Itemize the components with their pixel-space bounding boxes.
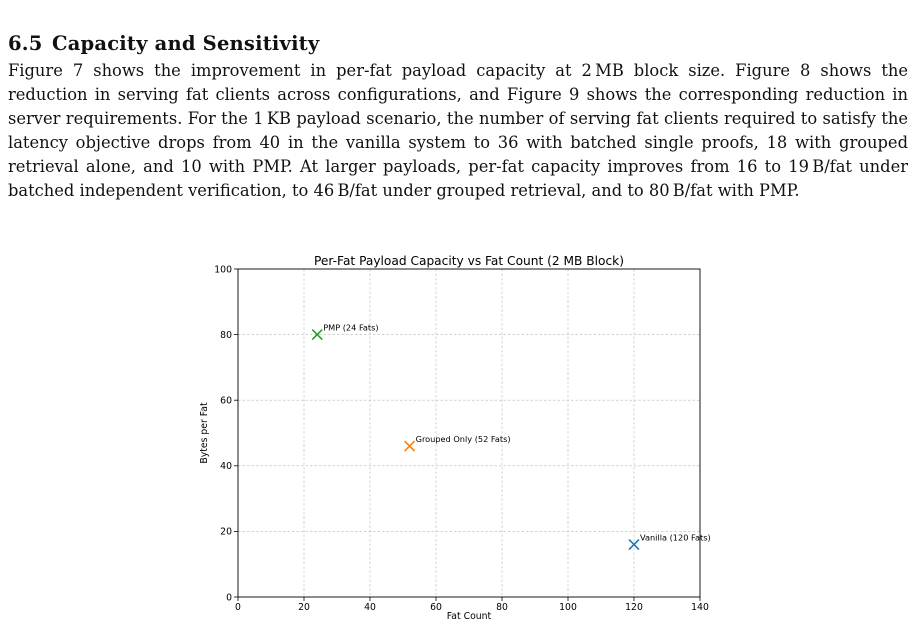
data-point-label: Vanilla (120 Fats)	[640, 533, 711, 543]
x-tick-label: 80	[496, 602, 508, 613]
y-axis-label: Bytes per Fat	[199, 402, 210, 464]
chart-title: Per-Fat Payload Capacity vs Fat Count (2…	[314, 254, 624, 268]
point-marker-stroke	[311, 329, 323, 341]
y-tick-label: 40	[220, 461, 232, 472]
y-tick-label: 0	[226, 592, 232, 603]
axis-ticks: 0 20 40 60 80 100 120 140 0 20 40 60 80 100	[214, 264, 709, 613]
chart-grid	[238, 269, 700, 597]
x-tick-label: 40	[364, 602, 376, 613]
point-marker-stroke	[628, 538, 640, 551]
section-number: 6.5	[8, 32, 43, 55]
body-paragraph-container: Figure 7 shows the improvement in per-fa…	[8, 59, 908, 203]
x-tick-label: 20	[298, 602, 310, 613]
data-point-label: PMP (24 Fats)	[323, 323, 378, 333]
x-tick-label: 120	[625, 602, 643, 613]
data-point: Vanilla (120 Fats)	[628, 533, 711, 551]
data-point: Grouped Only (52 Fats)	[404, 434, 511, 452]
plot-frame	[237, 268, 701, 598]
data-point: PMP (24 Fats)	[311, 323, 379, 341]
section-heading: 6.5 Capacity and Sensitivity	[8, 32, 319, 55]
x-tick-label: 140	[691, 602, 709, 613]
body-paragraph: Figure 7 shows the improvement in per-fa…	[8, 61, 908, 200]
y-tick-label: 100	[214, 264, 232, 275]
x-axis-label: Fat Count	[447, 611, 492, 622]
scatter-chart: 0 20 40 60 80 100 120 140 0 20 40 60 80 100 Vanilla (…	[199, 254, 711, 622]
point-marker-stroke	[404, 440, 416, 452]
y-tick-label: 60	[220, 396, 232, 407]
data-points: Vanilla (120 Fats) Grouped Only (52 Fats)…	[311, 323, 711, 551]
x-tick-label: 100	[559, 602, 577, 613]
x-tick-label: 0	[235, 602, 241, 613]
y-tick-label: 80	[220, 330, 232, 341]
x-tick-label: 60	[430, 602, 442, 613]
section-title: Capacity and Sensitivity	[52, 32, 320, 55]
data-point-label: Grouped Only (52 Fats)	[416, 434, 511, 444]
y-tick-label: 20	[220, 527, 232, 538]
